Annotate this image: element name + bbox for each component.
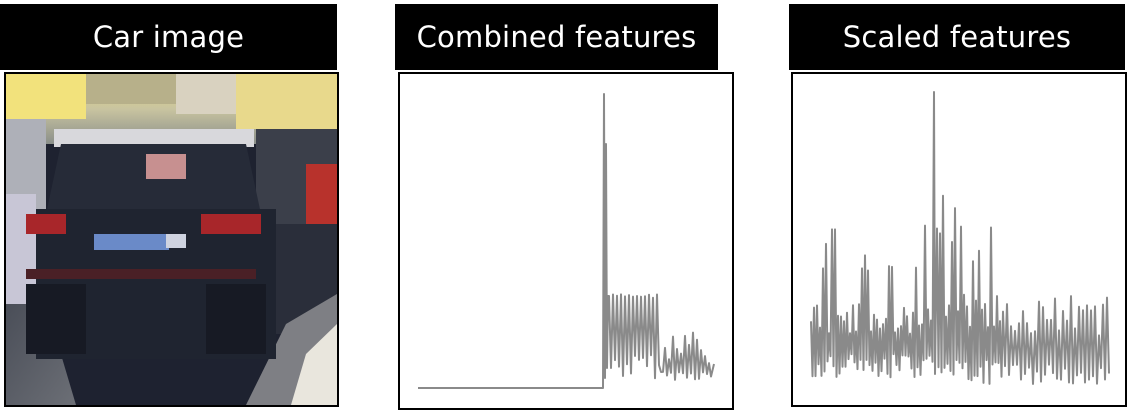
car-image-frame [4, 72, 339, 407]
combined-features-line [418, 93, 715, 389]
scaled-features-title: Scaled features [842, 20, 1072, 54]
combined-features-title: Combined features [416, 20, 697, 54]
scaled-features-frame [791, 72, 1127, 407]
scaled-features-line [810, 91, 1110, 385]
car-image-title: Car image [92, 20, 245, 54]
scaled-features-plot [810, 91, 1110, 385]
car-image-picture [6, 74, 337, 405]
car-image-header: Car image [0, 4, 337, 70]
combined-features-plot [418, 93, 715, 389]
combined-features-header: Combined features [395, 4, 718, 70]
scaled-features-header: Scaled features [789, 4, 1125, 70]
combined-features-frame [398, 72, 734, 410]
